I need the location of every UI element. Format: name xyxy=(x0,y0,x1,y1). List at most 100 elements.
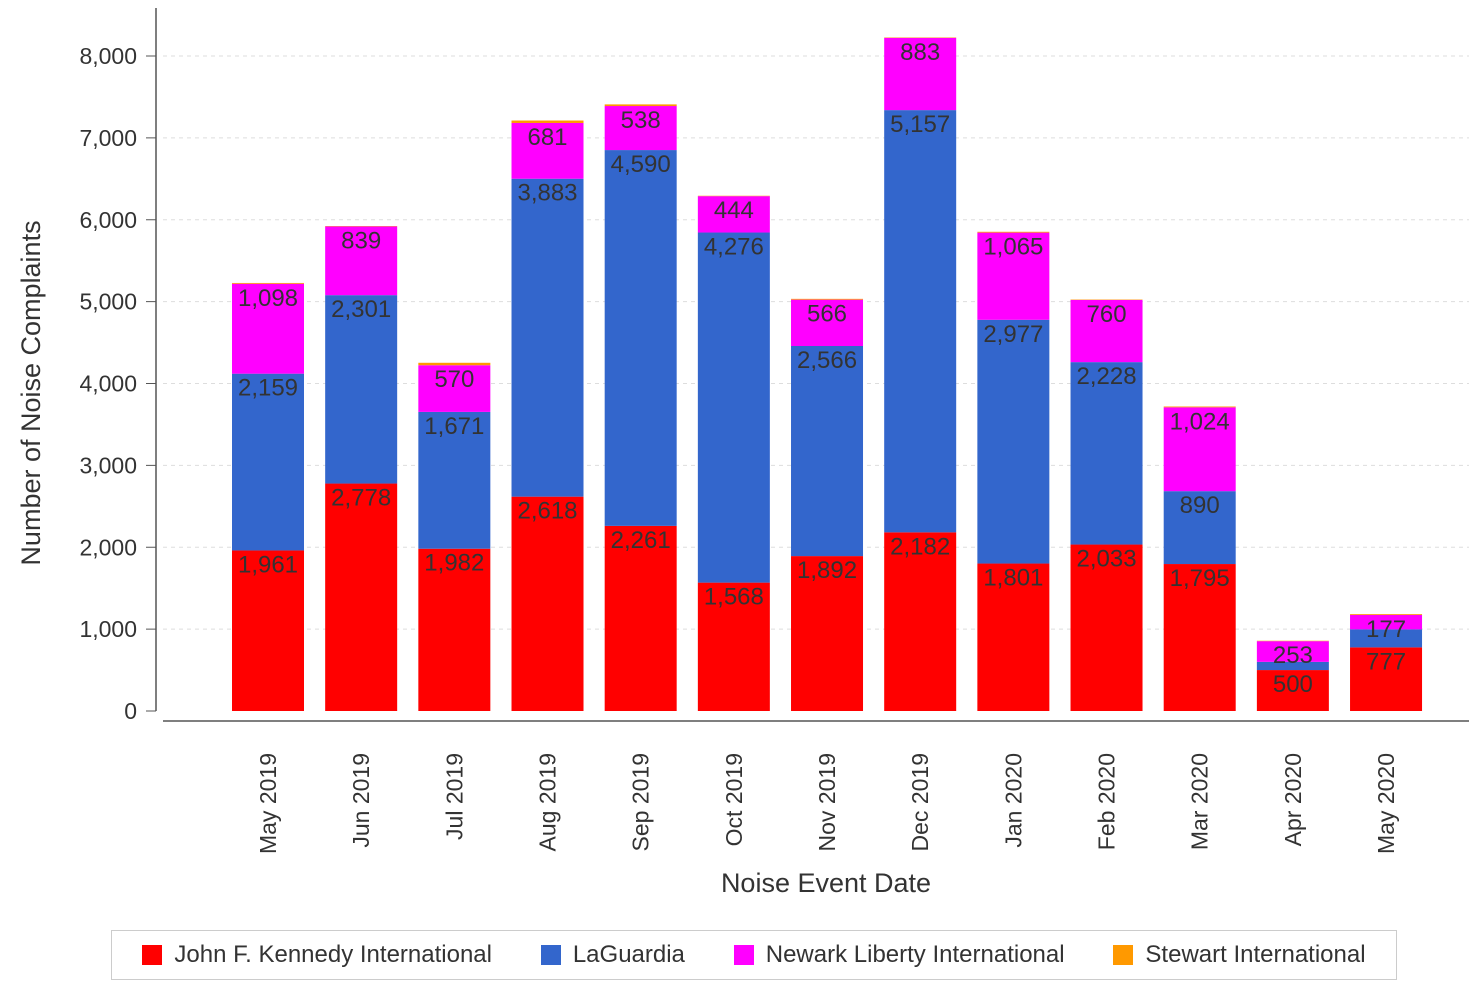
data-label: 4,590 xyxy=(611,151,671,178)
data-label: 1,795 xyxy=(1170,565,1230,592)
data-label: 2,566 xyxy=(797,347,857,374)
data-label: 1,671 xyxy=(424,413,484,440)
bar-segment xyxy=(1256,641,1329,662)
legend-label: John F. Kennedy International xyxy=(174,941,492,968)
x-tick-label: Sep 2019 xyxy=(628,753,654,851)
x-tick-label: Mar 2020 xyxy=(1187,753,1213,850)
legend-label: Newark Liberty International xyxy=(765,941,1065,968)
bar-segment xyxy=(697,582,770,711)
y-tick-label: 2,000 xyxy=(79,534,137,560)
bar-segment xyxy=(791,298,864,300)
data-label: 1,982 xyxy=(424,550,484,577)
x-tick-label: May 2020 xyxy=(1373,753,1399,854)
data-labels: 1,961 2,159 1,098 2,778 2,301 839 1,982 1,671 57… xyxy=(238,39,1406,698)
bar-segment xyxy=(791,299,864,347)
bar-segment xyxy=(791,556,864,711)
data-label: 2,618 xyxy=(517,498,577,525)
x-tick-label: Feb 2020 xyxy=(1094,753,1120,850)
x-tick-label: May 2019 xyxy=(255,753,281,854)
bar-segment xyxy=(977,231,1050,233)
data-label: 177 xyxy=(1366,616,1406,643)
bar-segment xyxy=(511,122,584,179)
bar-segment xyxy=(884,110,957,533)
data-label: 253 xyxy=(1273,642,1313,669)
bar-segment xyxy=(511,120,584,123)
legend-swatch xyxy=(1113,945,1134,965)
data-label: 890 xyxy=(1180,492,1220,519)
data-label: 444 xyxy=(714,197,754,224)
data-label: 538 xyxy=(621,107,661,134)
bar-segment xyxy=(884,532,957,711)
x-tick-label: Nov 2019 xyxy=(814,753,840,851)
data-label: 2,228 xyxy=(1076,363,1136,390)
legend: John F. Kennedy International LaGuardia Ne… xyxy=(111,930,1397,980)
bar-segment xyxy=(977,563,1050,711)
data-label: 1,024 xyxy=(1170,408,1230,435)
x-tick-label: Jan 2020 xyxy=(1000,753,1026,848)
bar-segment xyxy=(1350,647,1423,711)
bar-segment xyxy=(418,365,491,412)
y-axis-title: Number of Noise Complaints xyxy=(16,220,46,565)
bar-segment xyxy=(418,411,491,549)
y-tick-label: 4,000 xyxy=(79,371,137,397)
data-label: 1,568 xyxy=(704,584,764,611)
data-label: 3,883 xyxy=(517,180,577,207)
y-tick-label: 7,000 xyxy=(79,125,137,151)
data-label: 760 xyxy=(1087,301,1127,328)
bar-segment xyxy=(697,232,770,583)
x-tick-label: Dec 2019 xyxy=(907,753,933,851)
data-label: 4,276 xyxy=(704,234,764,261)
x-tick-label: Jun 2019 xyxy=(348,753,374,848)
data-label: 2,778 xyxy=(331,485,391,512)
data-label: 883 xyxy=(900,39,940,66)
data-label: 2,301 xyxy=(331,296,391,323)
y-tick-label: 5,000 xyxy=(79,289,137,315)
bar-segment xyxy=(697,196,770,233)
data-label: 1,892 xyxy=(797,557,857,584)
bar-segment xyxy=(232,283,304,374)
legend-swatch xyxy=(142,945,163,965)
data-label: 777 xyxy=(1366,648,1406,675)
legend-item[interactable]: John F. Kennedy International xyxy=(142,941,492,969)
data-label: 2,182 xyxy=(890,533,950,560)
legend-swatch xyxy=(540,945,561,965)
bar-segment xyxy=(1070,299,1143,363)
data-label: 500 xyxy=(1273,671,1313,698)
bar-segment xyxy=(1163,564,1236,711)
legend-item[interactable]: LaGuardia xyxy=(540,941,685,969)
bar-segment xyxy=(418,548,491,711)
data-label: 839 xyxy=(341,227,381,254)
data-label: 1,098 xyxy=(238,285,298,312)
bar-segment xyxy=(1163,407,1236,492)
data-label: 5,157 xyxy=(890,111,950,138)
x-tick-label: Apr 2020 xyxy=(1280,753,1306,846)
bar-segment xyxy=(325,226,398,296)
y-tick-label: 8,000 xyxy=(79,43,137,69)
legend-label: Stewart International xyxy=(1145,941,1366,968)
x-axis-title: Noise Event Date xyxy=(721,868,931,898)
bars xyxy=(232,37,1423,711)
bar-segment xyxy=(511,496,584,711)
data-label: 2,033 xyxy=(1076,546,1136,573)
bar-segment xyxy=(325,295,398,484)
bar-segment xyxy=(1350,629,1423,648)
x-tick-label: Aug 2019 xyxy=(535,753,561,851)
y-tick-label: 6,000 xyxy=(79,207,137,233)
bar-segment xyxy=(604,525,677,711)
bar-segment xyxy=(232,550,304,711)
x-tick-label: Jul 2019 xyxy=(441,753,467,840)
bar-segment xyxy=(977,319,1050,564)
bar-segment xyxy=(791,346,864,557)
legend-item[interactable]: Newark Liberty International xyxy=(733,941,1065,969)
bar-segment xyxy=(1350,614,1423,615)
data-label: 566 xyxy=(807,301,847,328)
x-tick-label: Oct 2019 xyxy=(721,753,747,846)
bar-segment xyxy=(604,106,677,151)
bar-segment xyxy=(418,362,491,366)
bar-segment xyxy=(1070,544,1143,711)
bar-segment xyxy=(977,232,1050,320)
data-label: 1,961 xyxy=(238,551,298,578)
data-label: 570 xyxy=(434,366,474,393)
legend-item[interactable]: Stewart International xyxy=(1113,941,1366,969)
